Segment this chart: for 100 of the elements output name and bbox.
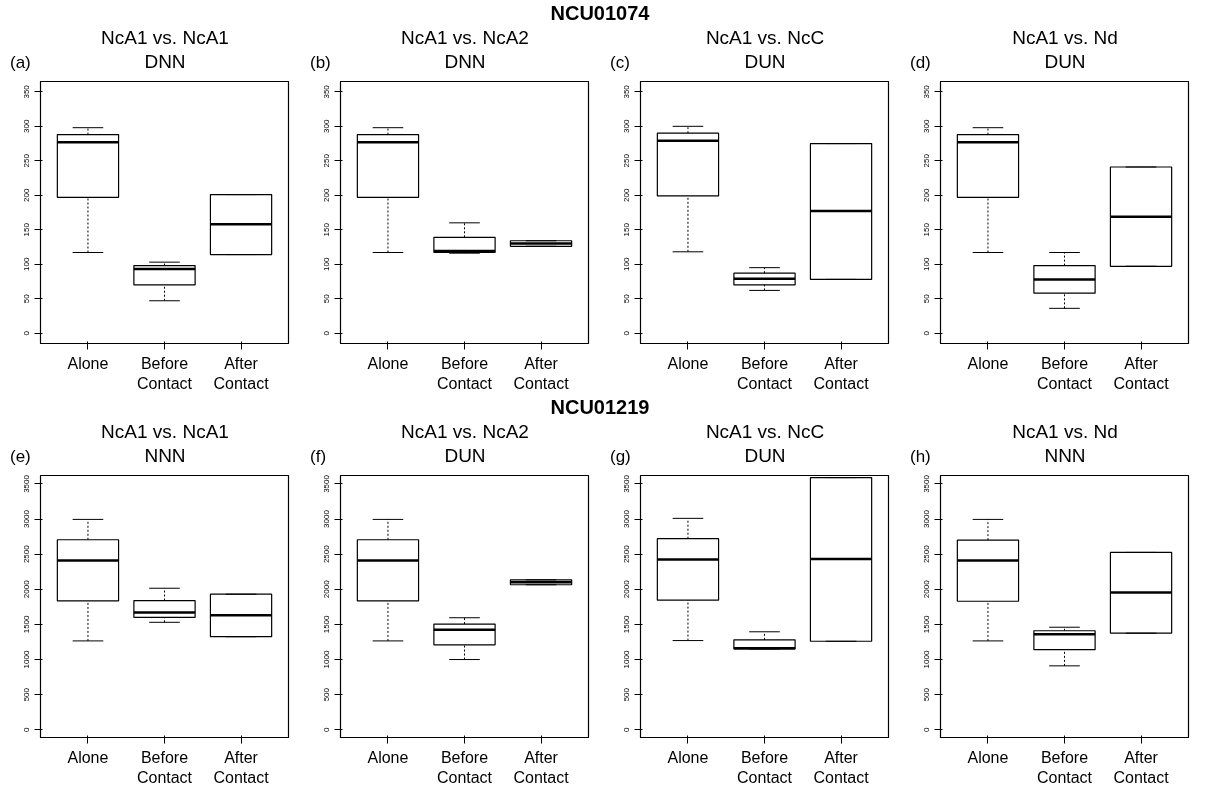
y-tick-label: 2500 (622, 544, 632, 564)
y-tick-label: 100 (922, 256, 932, 271)
y-tick-label: 50 (622, 293, 632, 304)
y-tick-label: 50 (22, 293, 32, 304)
y-tick-label: 1500 (922, 614, 932, 634)
y-tick-label: 150 (622, 222, 632, 237)
y-tick-label: 3500 (922, 474, 932, 493)
x-tick-label: Before Contact (436, 748, 493, 786)
y-tick-label: 500 (322, 687, 332, 702)
y-tick-label: 300 (922, 119, 932, 133)
x-tick-label: Before Contact (436, 354, 493, 392)
y-tick-label: 250 (622, 153, 632, 168)
text: (h) (910, 446, 931, 468)
y-tick-label: 2000 (322, 579, 332, 599)
y-tick-label: 300 (322, 119, 332, 133)
text: (e) (10, 446, 31, 468)
y-tick-label: 500 (622, 687, 632, 702)
x-tick-label: Before Contact (1036, 354, 1093, 392)
y-tick-label: 0 (22, 330, 32, 336)
x-tick-label: After Contact (513, 748, 570, 786)
y-tick-label: 1500 (622, 614, 632, 634)
chart-title: NcA1 vs. NcA1 (100, 420, 230, 444)
y-tick-label: 0 (322, 727, 332, 732)
chart-subtitle: DUN (444, 445, 486, 466)
chart-title: NcA1 vs. NcA1 (100, 26, 230, 50)
x-tick-label: Alone (367, 354, 409, 372)
y-tick-label: 1500 (22, 614, 32, 634)
x-tick-label: After Contact (1113, 748, 1170, 786)
x-tick-label: Alone (67, 354, 109, 372)
y-tick-label: 3500 (322, 474, 332, 493)
y-tick-label: 200 (22, 188, 32, 202)
chart-subtitle: DNN (144, 51, 186, 72)
y-tick-label: 2000 (922, 579, 932, 599)
y-tick-label: 3000 (622, 509, 632, 528)
chart-title: NcA1 vs. NcA2 (400, 420, 530, 444)
x-tick-label: Alone (667, 748, 709, 766)
y-tick-label: 250 (22, 153, 32, 168)
y-tick-label: 3000 (22, 509, 32, 528)
y-tick-label: 0 (322, 330, 332, 336)
y-tick-label: 1000 (22, 650, 32, 669)
y-tick-label: 150 (22, 222, 32, 237)
y-tick-label: 2500 (322, 544, 332, 564)
y-tick-label: 250 (922, 153, 932, 168)
x-tick-label: Before Contact (736, 748, 793, 786)
y-tick-label: 200 (322, 188, 332, 202)
chart-subtitle: DUN (744, 445, 786, 466)
y-tick-label: 3500 (622, 474, 632, 493)
y-tick-label: 100 (22, 256, 32, 271)
y-tick-label: 1000 (622, 650, 632, 669)
x-tick-label: After Contact (213, 748, 270, 786)
y-tick-label: 2000 (22, 579, 32, 599)
y-tick-label: 1000 (322, 650, 332, 669)
y-tick-label: 2500 (22, 544, 32, 564)
x-tick-label: Alone (667, 354, 709, 372)
text: (f) (310, 446, 327, 468)
chart-title: NcA1 vs. NcC (704, 420, 826, 444)
chart-subtitle: NNN (1044, 445, 1086, 466)
x-tick-label: Before Contact (136, 354, 193, 392)
y-tick-label: 300 (22, 119, 32, 133)
y-tick-label: 350 (22, 84, 32, 99)
y-tick-label: 2000 (622, 579, 632, 599)
x-tick-label: After Contact (513, 354, 570, 392)
y-tick-label: 500 (922, 687, 932, 702)
text: (d) (910, 52, 931, 74)
y-tick-label: 3500 (22, 474, 32, 493)
y-tick-label: 50 (922, 293, 932, 304)
y-tick-label: 250 (322, 153, 332, 168)
text: NCU01219 (549, 395, 651, 420)
x-tick-label: Before Contact (736, 354, 793, 392)
y-tick-label: 1500 (322, 614, 332, 634)
x-tick-label: After Contact (813, 748, 870, 786)
y-tick-label: 100 (622, 256, 632, 271)
chart-title: NcA1 vs. NcA2 (400, 26, 530, 50)
x-tick-label: After Contact (1113, 354, 1170, 392)
x-tick-label: Before Contact (136, 748, 193, 786)
y-tick-label: 0 (622, 727, 632, 732)
chart-subtitle: NNN (144, 445, 186, 466)
text: (g) (610, 446, 631, 468)
text: (a) (10, 52, 31, 74)
y-tick-label: 50 (322, 293, 332, 304)
chart-title: NcA1 vs. Nd (1011, 420, 1119, 444)
x-tick-label: After Contact (213, 354, 270, 392)
y-tick-label: 0 (622, 330, 632, 336)
x-tick-label: Alone (367, 748, 409, 766)
y-tick-label: 100 (322, 256, 332, 271)
y-tick-label: 350 (622, 84, 632, 99)
y-tick-label: 0 (922, 330, 932, 336)
y-tick-label: 300 (622, 119, 632, 133)
x-tick-label: Before Contact (1036, 748, 1093, 786)
y-tick-label: 0 (22, 727, 32, 732)
x-tick-label: Alone (67, 748, 109, 766)
chart-subtitle: DUN (744, 51, 786, 72)
x-tick-label: Alone (967, 354, 1009, 372)
text: (b) (310, 52, 331, 74)
y-tick-label: 2500 (922, 544, 932, 564)
chart-title: NcA1 vs. Nd (1011, 26, 1119, 50)
y-tick-label: 3000 (322, 509, 332, 528)
chart-title: NcA1 vs. NcC (704, 26, 826, 50)
y-tick-label: 0 (922, 727, 932, 732)
text: NCU01074 (549, 1, 651, 26)
